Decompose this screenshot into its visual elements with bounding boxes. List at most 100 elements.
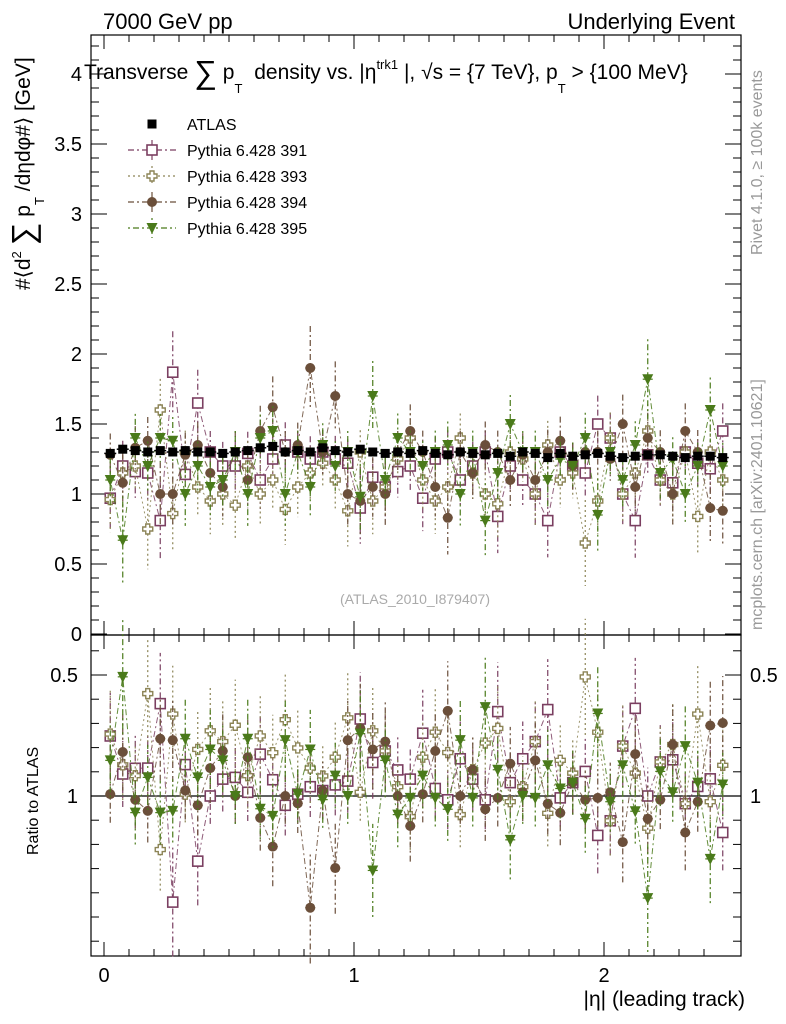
ratio-point xyxy=(279,735,291,747)
ratio-tick-label-right: 0.5 xyxy=(750,665,778,687)
data-point xyxy=(716,425,729,437)
data-point xyxy=(405,448,415,458)
data-point xyxy=(117,477,128,488)
ratio-point xyxy=(442,804,454,816)
legend-marker-p395 xyxy=(146,223,158,234)
ratio-point xyxy=(542,807,554,819)
data-point xyxy=(355,444,365,454)
ratio-point xyxy=(192,772,204,784)
data-point xyxy=(168,447,178,457)
ratio-point xyxy=(630,749,641,760)
data-point xyxy=(443,450,453,460)
ratio-point xyxy=(505,758,516,769)
ratio-point xyxy=(204,725,216,737)
legend-label-p391: Pythia 6.428 391 xyxy=(187,143,307,160)
ratio-point xyxy=(517,791,529,802)
data-point xyxy=(379,475,391,486)
ratio-point xyxy=(554,754,566,767)
data-point xyxy=(243,446,253,456)
ratio-point xyxy=(229,719,241,731)
data-point xyxy=(579,537,591,549)
ratio-point xyxy=(204,744,216,756)
data-point xyxy=(192,481,204,493)
data-point xyxy=(305,447,315,457)
data-point xyxy=(155,446,165,456)
ratio-point xyxy=(492,764,504,776)
x-tick-label: 1 xyxy=(348,965,359,987)
header-right: Underlying Event xyxy=(567,9,735,34)
data-point xyxy=(155,489,166,499)
ratio-point xyxy=(480,804,491,815)
ratio-point xyxy=(292,742,304,754)
ratio-point xyxy=(667,739,678,750)
ratio-point xyxy=(717,779,729,791)
data-point xyxy=(680,453,690,463)
data-point xyxy=(593,448,603,458)
legend: ATLAS Pythia 6.428 391 Pythia 6.428 393 Pyt… xyxy=(128,117,307,238)
data-point xyxy=(505,451,515,461)
data-point xyxy=(530,475,541,485)
x-axis-label: |η| (leading track) xyxy=(584,988,745,1011)
data-point xyxy=(667,489,678,499)
data-point xyxy=(255,443,265,453)
ratio-point xyxy=(117,747,128,757)
ratio-point xyxy=(667,787,679,799)
data-point xyxy=(529,488,541,500)
data-point xyxy=(242,489,254,500)
data-point xyxy=(154,404,166,416)
ratio-point xyxy=(104,755,116,767)
data-point xyxy=(642,374,654,386)
chart-title: Transverse ∑ pT density vs. |ηtrk1 |, √s… xyxy=(84,51,688,98)
ratio-point xyxy=(105,789,116,800)
data-point xyxy=(193,447,203,457)
data-point xyxy=(230,447,240,457)
data-point xyxy=(516,474,529,486)
ratio-point xyxy=(442,705,453,716)
y-tick-label: 2.5 xyxy=(54,274,82,296)
data-point xyxy=(367,391,379,402)
data-point xyxy=(380,448,390,458)
data-point xyxy=(280,447,290,457)
ratio-point xyxy=(442,746,454,759)
ratio-point xyxy=(579,813,591,825)
ratio-point xyxy=(417,770,429,782)
ratio-point xyxy=(592,708,604,720)
data-point xyxy=(279,503,291,516)
data-point xyxy=(104,475,116,486)
ratio-point xyxy=(704,853,716,865)
ratio-series-line xyxy=(109,710,723,908)
data-point xyxy=(718,453,728,463)
ratio-point xyxy=(166,896,179,908)
ratio-point xyxy=(429,792,441,804)
ratio-point xyxy=(542,760,554,772)
ratio-point xyxy=(530,755,541,766)
ratio-point xyxy=(392,809,404,821)
data-point xyxy=(480,440,491,450)
data-point xyxy=(330,446,340,456)
x-tick-label: 2 xyxy=(598,965,609,987)
data-point xyxy=(555,448,565,458)
data-point xyxy=(254,433,266,444)
y-tick-label: 2 xyxy=(71,344,82,366)
data-point xyxy=(418,446,428,456)
data-point xyxy=(541,514,554,527)
data-point xyxy=(305,363,316,373)
ratio-point xyxy=(180,785,191,796)
data-point xyxy=(705,451,715,461)
data-point xyxy=(618,453,628,463)
legend-label-atlas: ATLAS xyxy=(187,117,237,134)
data-point xyxy=(430,448,440,458)
ratio-point xyxy=(380,736,391,747)
series-p394 xyxy=(105,326,728,964)
ratio-point xyxy=(317,794,329,806)
data-point xyxy=(154,433,166,444)
ratio-point xyxy=(492,722,504,735)
ratio-point xyxy=(629,806,641,818)
data-point xyxy=(267,474,279,486)
data-point xyxy=(717,461,729,472)
ratio-point xyxy=(591,829,604,842)
data-point xyxy=(454,432,466,444)
series-p395 xyxy=(104,339,729,952)
ratio-point xyxy=(330,863,341,874)
